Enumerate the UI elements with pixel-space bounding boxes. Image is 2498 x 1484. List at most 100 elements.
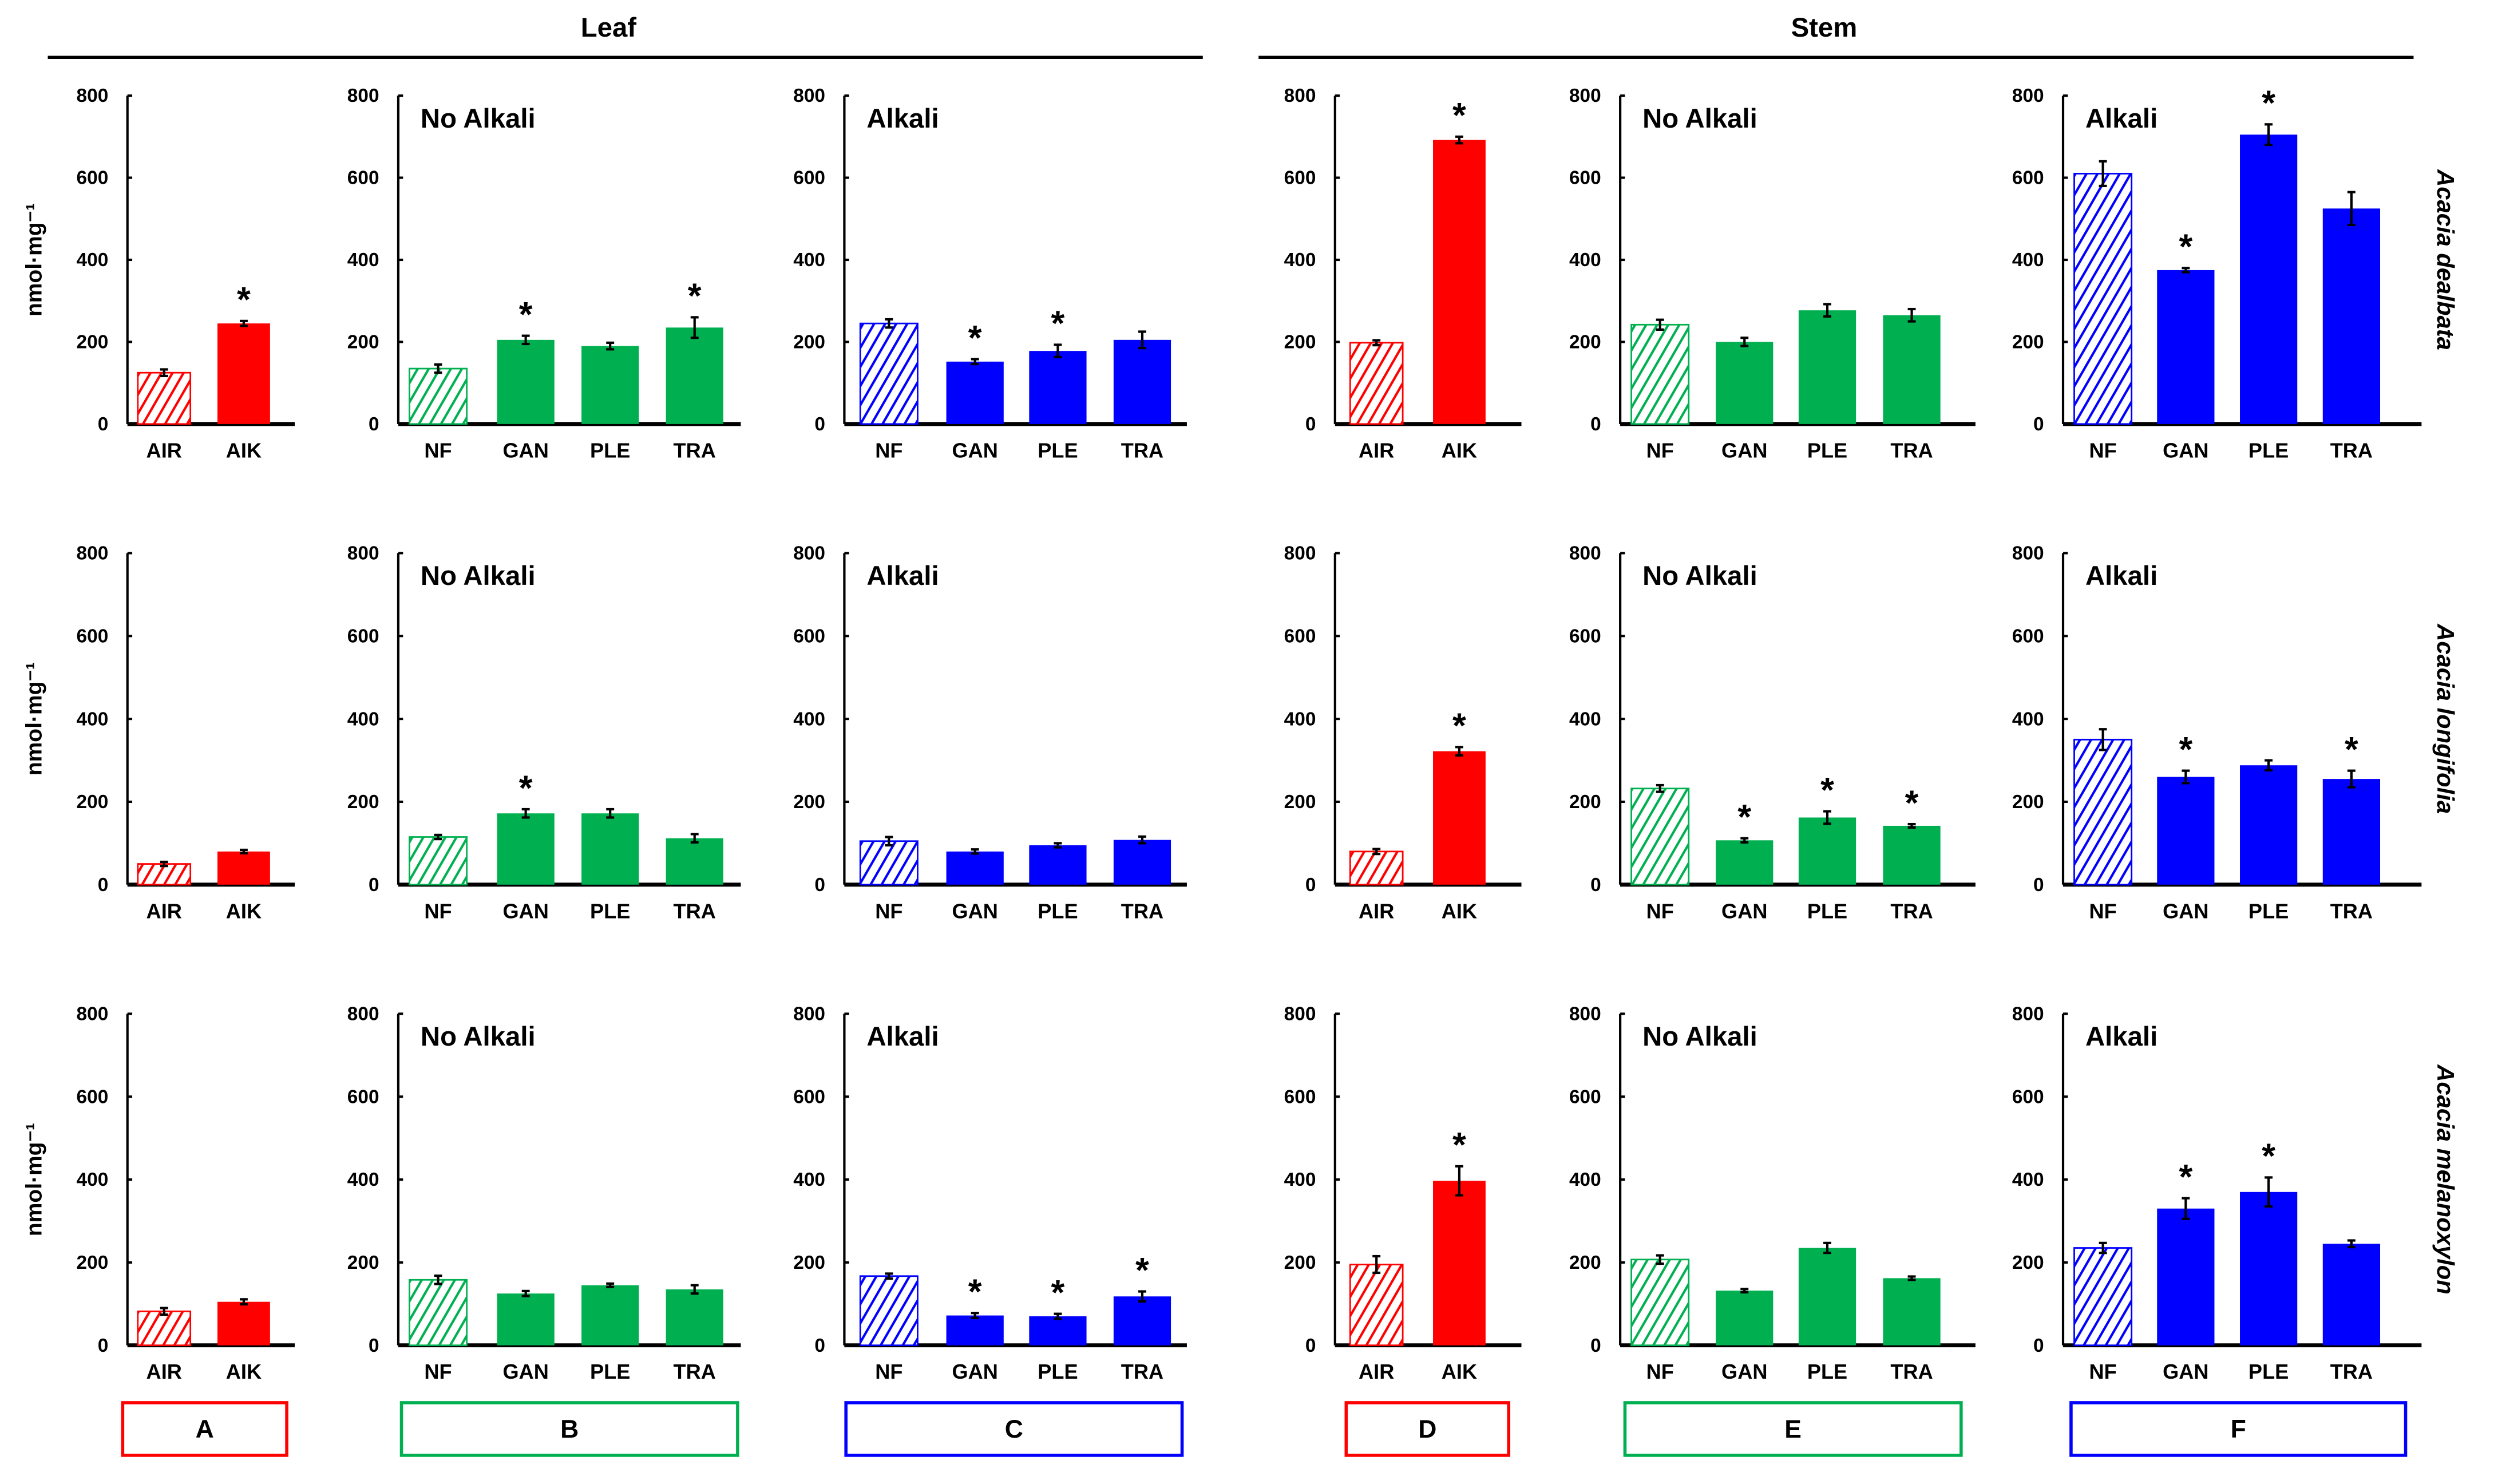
y-tick-label: 0 [814,1335,825,1356]
panel-title: No Alkali [421,104,536,134]
y-tick-label: 200 [2012,332,2044,353]
significance-star: * [1820,770,1834,809]
species-label: Acacia dealbata [2432,169,2459,350]
y-tick-label: 600 [1569,626,1601,647]
panel-letter: B [560,1415,579,1443]
significance-star: * [1452,96,1466,134]
category-label: PLE [1807,1360,1847,1383]
bar-aik [217,851,270,885]
bar-gan [497,339,555,424]
bar-tra [1883,1278,1941,1346]
category-label: PLE [1807,438,1847,462]
bar-tra [2322,208,2380,424]
significance-star: * [1905,783,1919,822]
y-tick-label: 800 [793,1004,825,1025]
panel-box-d [1344,1401,1511,1457]
y-tick-label: 400 [347,709,379,730]
y-axis-label: nmol·mg⁻¹ [22,203,46,316]
bar-gan [2157,270,2215,424]
category-label: TRA [674,899,716,923]
category-label: NF [1646,899,1674,923]
species-label: Acacia longifolia [2432,623,2459,814]
bar-aik [1433,140,1486,424]
category-label: AIR [147,438,182,462]
category-label: GAN [1721,1360,1767,1383]
panel-B-row1: 0 200 400 600 800 No Alkali NF * GAN PLE * TRA [347,85,741,462]
significance-star: * [519,768,533,807]
panel-F-row1: 0 200 400 600 800 Alkali NF * GAN * PLE TRA [2012,84,2422,462]
y-tick-label: 600 [347,168,379,189]
panel-title: Alkali [866,1022,939,1052]
y-tick-label: 0 [2033,1335,2044,1356]
panel-box-c [844,1401,1184,1457]
category-label: GAN [2163,1360,2208,1383]
bar-ple [1029,845,1087,885]
y-tick-label: 400 [77,709,109,730]
category-label: GAN [952,1360,997,1383]
y-tick-label: 200 [2012,792,2044,813]
bar-ple [1798,817,1856,885]
y-tick-label: 600 [1284,626,1316,647]
y-tick-label: 200 [793,332,825,353]
y-tick-label: 200 [793,1252,825,1273]
category-label: TRA [1890,438,1933,462]
bar-air [1349,1264,1404,1347]
bar-gan [497,813,555,885]
y-tick-label: 600 [2012,168,2044,189]
category-label: GAN [952,438,997,462]
category-label: PLE [1038,438,1078,462]
category-label: NF [424,899,452,923]
category-label: NF [875,899,902,923]
panel-letter: A [196,1415,214,1443]
category-label: AIK [226,1360,262,1383]
y-tick-label: 400 [793,709,825,730]
panel-title: No Alkali [421,561,536,591]
y-tick-label: 600 [1569,168,1601,189]
y-tick-label: 400 [1569,709,1601,730]
y-axis-label: nmol·mg⁻¹ [22,1123,46,1236]
bar-air [1349,342,1404,425]
panel-F-row2: 0 200 400 600 800 Alkali NF * GAN PLE * TRA [2012,543,2422,923]
bar-nf [2073,1247,2133,1347]
header-stem: Stem [1791,13,1858,43]
y-tick-label: 800 [793,543,825,564]
category-label: PLE [1038,1360,1078,1383]
panel-letter: D [1418,1415,1436,1443]
category-label: PLE [2248,1360,2289,1383]
y-tick-label: 800 [347,1004,379,1025]
category-label: TRA [1890,1360,1933,1383]
y-tick-label: 800 [1569,85,1601,106]
category-label: GAN [952,899,997,923]
y-tick-label: 800 [77,1004,109,1025]
y-tick-label: 0 [98,874,109,896]
y-tick-label: 0 [2033,874,2044,896]
bar-gan [2157,1208,2215,1346]
category-label: PLE [2248,899,2289,923]
bar-gan [946,1315,1004,1346]
y-tick-label: 800 [2012,543,2044,564]
plots: 0 200 400 600 800 AIR * AIK 0 200 400 600 800 No Alka… [22,84,2459,1457]
y-tick-label: 0 [1590,414,1601,435]
panel-letter: F [2231,1415,2246,1443]
y-tick-label: 800 [1284,543,1316,564]
bar-tra [1883,825,1941,885]
y-tick-label: 400 [1284,709,1316,730]
y-tick-label: 800 [793,85,825,106]
category-label: GAN [2163,438,2208,462]
bar-nf [409,367,468,425]
panel-title: Alkali [2085,1022,2157,1052]
bar-air [1349,850,1404,886]
bar-tra [2322,779,2380,885]
category-label: TRA [1121,899,1163,923]
bar-nf [859,322,919,425]
bar-ple [581,346,639,424]
category-label: NF [424,1360,452,1383]
y-tick-label: 0 [369,874,379,896]
panel-B-row3: 0 200 400 600 800 No Alkali NF GAN PLE TRA [347,1004,741,1383]
significance-star: * [1051,304,1065,343]
y-tick-label: 400 [77,250,109,271]
y-tick-label: 800 [2012,1004,2044,1025]
bar-aik [217,1301,270,1346]
panel-A-row1: 0 200 400 600 800 AIR * AIK [77,85,295,462]
y-tick-label: 400 [2012,1169,2044,1190]
